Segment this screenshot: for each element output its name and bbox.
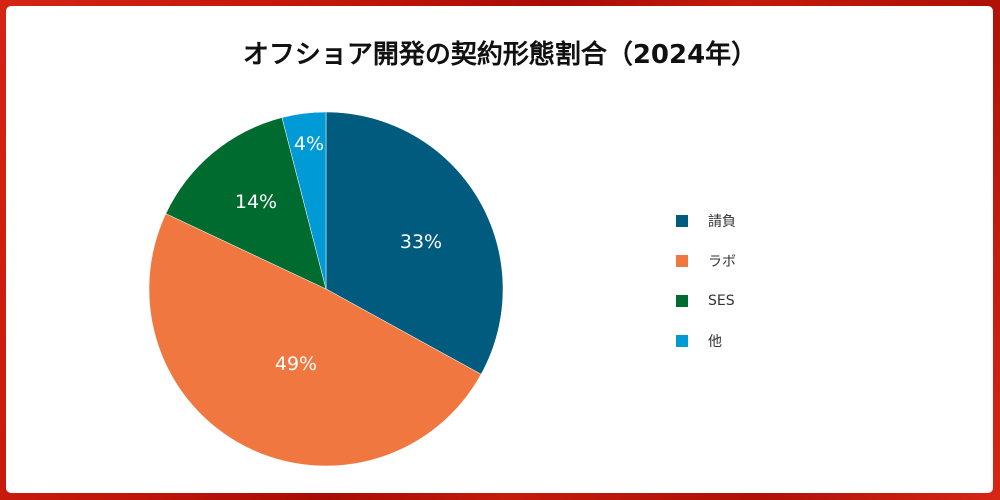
legend-item-other[interactable]: 他 [676,321,736,361]
chart-legend: 請負 ラボ SES 他 [676,201,736,361]
legend-label: SES [708,293,735,309]
slice-label-ses: 14% [235,191,277,213]
slice-label-ukeoi: 33% [400,231,442,253]
legend-swatch-icon [676,215,688,227]
slice-label-other: 4% [294,133,324,155]
slice-lab[interactable] [148,213,482,467]
legend-item-ukeoi[interactable]: 請負 [676,201,736,241]
legend-swatch-icon [676,335,688,347]
chart-title: オフショア開発の契約形態割合（2024年） [242,40,758,70]
legend-swatch-icon [676,295,688,307]
legend-swatch-icon [676,255,688,267]
legend-label: 他 [708,334,722,350]
legend-label: 請負 [708,214,736,230]
slice-other[interactable] [281,111,327,290]
slice-ses[interactable] [165,117,327,290]
slice-ukeoi[interactable] [325,111,504,375]
legend-item-lab[interactable]: ラボ [676,241,736,281]
legend-item-ses[interactable]: SES [676,281,736,321]
slice-label-lab: 49% [275,353,317,375]
legend-label: ラボ [708,254,736,270]
